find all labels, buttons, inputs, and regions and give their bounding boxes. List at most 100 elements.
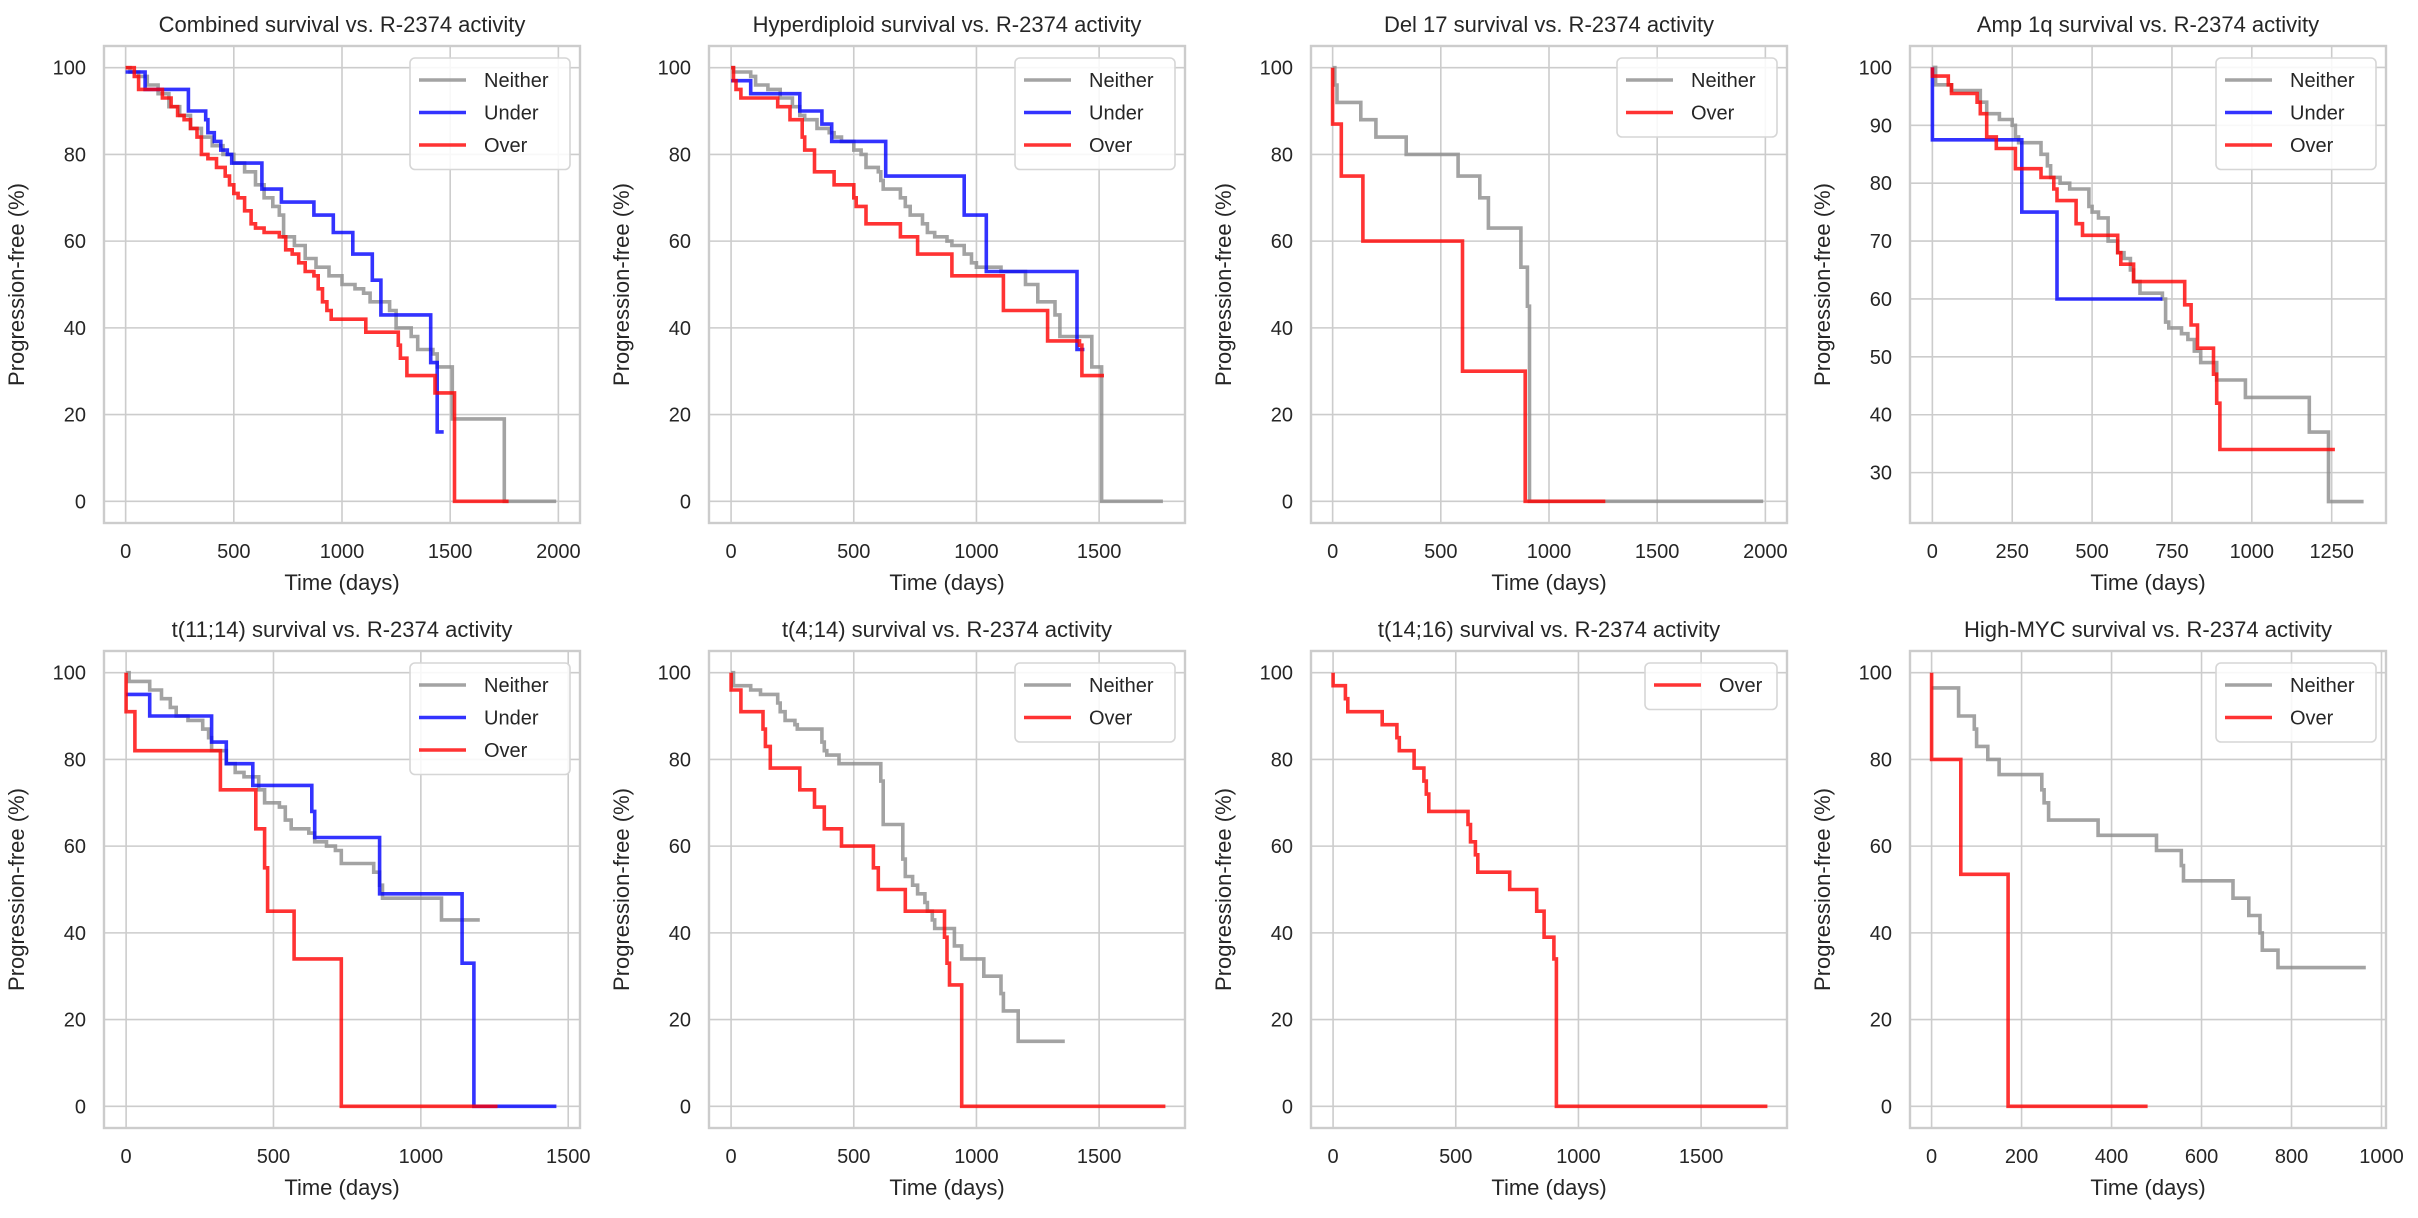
legend-label: Over: [484, 740, 528, 762]
x-tick-label: 0: [121, 1146, 132, 1168]
axes-frame: [1908, 44, 2388, 525]
legend-label: Neither: [484, 70, 549, 92]
x-tick-label: 1500: [1077, 541, 1122, 563]
legend-box: [409, 662, 571, 776]
y-axis-label: Progression-free (%): [1810, 788, 1835, 991]
y-tick-label: 90: [1870, 115, 1892, 137]
series-line-under: [125, 70, 444, 434]
x-tick-label: 500: [837, 541, 870, 563]
series-line-over: [124, 672, 498, 1109]
chart-title: Del 17 survival vs. R-2374 activity: [1384, 12, 1714, 37]
legend-label: Under: [484, 103, 539, 125]
chart-title: High-MYC survival vs. R-2374 activity: [1964, 617, 2332, 642]
x-axis-label: Time (days): [2090, 570, 2205, 595]
y-tick-label: 20: [1271, 405, 1293, 427]
x-tick-label: 500: [257, 1146, 290, 1168]
y-tick-label: 40: [1870, 923, 1892, 945]
axes-frame: [1908, 649, 2388, 1130]
y-tick-label: 80: [669, 749, 691, 771]
y-tick-label: 70: [1870, 231, 1892, 253]
y-tick-label: 40: [1271, 318, 1293, 340]
x-tick-label: 1000: [1527, 541, 1572, 563]
y-tick-label: 60: [1870, 289, 1892, 311]
x-tick-label: 400: [2095, 1146, 2128, 1168]
series-line-neither: [1932, 65, 2364, 504]
legend-box: [1014, 662, 1176, 743]
y-tick-label: 50: [1870, 347, 1892, 369]
axes-frame: [1309, 44, 1789, 525]
y-tick-label: 100: [53, 58, 86, 80]
series-line-over: [125, 65, 509, 504]
legend: Over: [1644, 662, 1778, 711]
x-tick-label: 1500: [1077, 1146, 1122, 1168]
series-line-neither: [1332, 65, 1764, 504]
legend: Neither Over: [1014, 662, 1176, 743]
chart-title: Amp 1q survival vs. R-2374 activity: [1977, 12, 2319, 37]
y-tick-label: 100: [1859, 57, 1892, 79]
x-tick-label: 600: [2185, 1146, 2218, 1168]
axes-frame: [102, 44, 582, 525]
y-tick-label: 100: [1859, 663, 1892, 685]
x-tick-label: 500: [2075, 541, 2108, 563]
x-tick-label: 800: [2275, 1146, 2308, 1168]
y-tick-label: 20: [1271, 1010, 1293, 1032]
axes-frame: [707, 44, 1187, 525]
y-tick-label: 100: [53, 663, 86, 685]
legend: Neither Over: [1616, 57, 1778, 138]
x-tick-label: 0: [726, 1146, 737, 1168]
y-tick-label: 0: [1282, 491, 1293, 513]
y-axis-label: Progression-free (%): [609, 788, 634, 991]
legend-label: Over: [2290, 708, 2334, 730]
legend-box: [2215, 57, 2377, 171]
y-tick-label: 80: [64, 749, 86, 771]
legend-label: Neither: [1089, 675, 1154, 697]
x-axis-label: Time (days): [284, 1175, 399, 1200]
y-tick-label: 40: [669, 923, 691, 945]
y-tick-label: 60: [669, 836, 691, 858]
y-tick-label: 100: [658, 663, 691, 685]
y-tick-label: 20: [669, 1010, 691, 1032]
y-tick-label: 40: [669, 318, 691, 340]
x-axis-label: Time (days): [1491, 1175, 1606, 1200]
x-axis-label: Time (days): [2090, 1175, 2205, 1200]
legend-label: Over: [1691, 103, 1735, 125]
x-tick-label: 500: [1424, 541, 1457, 563]
x-tick-label: 1500: [546, 1146, 591, 1168]
y-tick-label: 0: [1881, 1096, 1892, 1118]
y-tick-label: 80: [1271, 749, 1293, 771]
legend: Neither Under Over: [409, 57, 571, 171]
legend-label: Over: [1089, 135, 1133, 157]
chart-title: t(4;14) survival vs. R-2374 activity: [782, 617, 1112, 642]
y-tick-label: 0: [680, 491, 691, 513]
y-axis-label: Progression-free (%): [609, 183, 634, 386]
y-tick-label: 80: [1870, 173, 1892, 195]
y-tick-label: 20: [1870, 1010, 1892, 1032]
y-tick-label: 0: [680, 1096, 691, 1118]
series-line-neither: [731, 670, 1065, 1044]
plot-area: [1311, 651, 1787, 1128]
x-tick-label: 1000: [954, 541, 999, 563]
x-axis-label: Time (days): [889, 570, 1004, 595]
x-tick-label: 2000: [1743, 541, 1788, 563]
legend-box: [1644, 662, 1778, 711]
x-tick-label: 0: [120, 541, 131, 563]
axes-frame: [1309, 649, 1789, 1130]
legend-label: Under: [484, 708, 539, 730]
y-tick-label: 20: [669, 405, 691, 427]
y-tick-label: 40: [1870, 405, 1892, 427]
chart-panel: 0 500 1000 1500 2000 0 20 40 60 80 100 Combined sur…: [4, 12, 582, 595]
series-line-neither: [1931, 686, 2366, 970]
x-tick-label: 1000: [1556, 1146, 1601, 1168]
chart-panel: 0 500 1000 1500 2000 0 20 40 60 80 100 Del 17 survi…: [1211, 12, 1789, 595]
x-tick-label: 0: [726, 541, 737, 563]
y-axis-label: Progression-free (%): [1810, 183, 1835, 386]
series-line-under: [126, 692, 557, 1109]
legend-label: Neither: [1691, 70, 1756, 92]
series-line-over: [729, 672, 1166, 1109]
chart-panel: 0 200 400 600 800 1000 0 20 40 60 80 100 High-MYC su…: [1810, 617, 2404, 1200]
chart-panel: 0 500 1000 1500 0 20 40 60 80 100 t(4;14) survival…: [609, 617, 1187, 1200]
axes-frame: [707, 649, 1187, 1130]
y-tick-label: 0: [75, 1096, 86, 1118]
chart-title: t(11;14) survival vs. R-2374 activity: [172, 617, 513, 642]
y-tick-label: 20: [64, 405, 86, 427]
